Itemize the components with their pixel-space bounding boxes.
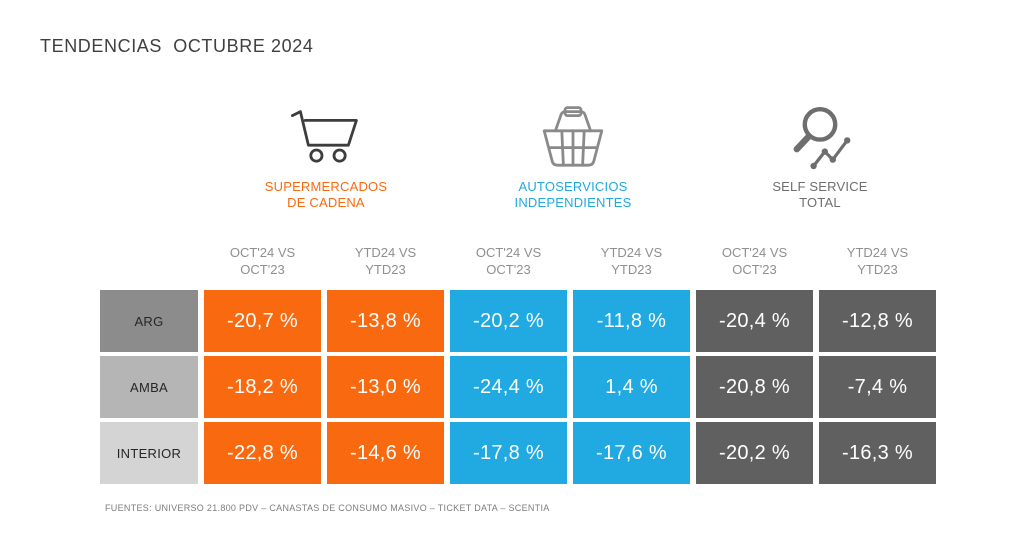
row-label-interior: INTERIOR xyxy=(100,422,198,484)
cell-interior-self-ytd: -16,3 % xyxy=(819,422,936,484)
cell-amba-super-oct: -18,2 % xyxy=(204,356,321,418)
row-label-arg: ARG xyxy=(100,290,198,352)
category-label-autoservicios: AUTOSERVICIOS INDEPENDIENTES xyxy=(514,179,632,210)
page-title: TENDENCIAS OCTUBRE 2024 xyxy=(40,36,314,56)
sources-footnote: FUENTES: UNIVERSO 21.800 PDV – CANASTAS … xyxy=(105,503,550,513)
data-table: OCT'24 VS OCT'23 YTD24 VS YTD23 OCT'24 VS O… xyxy=(100,230,936,484)
column-header: YTD24 VS YTD23 xyxy=(846,245,909,277)
row-label-amba: AMBA xyxy=(100,356,198,418)
cell-interior-super-ytd: -14,6 % xyxy=(327,422,444,484)
cell-arg-auto-oct: -20,2 % xyxy=(450,290,567,352)
cell-interior-super-oct: -22,8 % xyxy=(204,422,321,484)
cell-interior-self-oct: -20,2 % xyxy=(696,422,813,484)
cell-amba-auto-oct: -24,4 % xyxy=(450,356,567,418)
magnifier-trend-icon xyxy=(780,101,860,175)
cell-amba-self-ytd: -7,4 % xyxy=(819,356,936,418)
category-autoservicios: AUTOSERVICIOS INDEPENDIENTES xyxy=(448,101,698,211)
cell-arg-auto-ytd: -11,8 % xyxy=(573,290,690,352)
shopping-cart-icon xyxy=(286,101,366,175)
cell-interior-auto-oct: -17,8 % xyxy=(450,422,567,484)
cell-amba-auto-ytd: 1,4 % xyxy=(573,356,690,418)
category-label-supermercados: SUPERMERCADOS DE CADENA xyxy=(264,179,388,210)
cell-arg-super-oct: -20,7 % xyxy=(204,290,321,352)
category-label-self-service: SELF SERVICE TOTAL xyxy=(772,179,868,210)
column-header: YTD24 VS YTD23 xyxy=(354,245,417,277)
column-header: YTD24 VS YTD23 xyxy=(600,245,663,277)
header-spacer xyxy=(100,230,198,286)
column-header: OCT'24 VS OCT'23 xyxy=(229,245,296,277)
cell-arg-super-ytd: -13,8 % xyxy=(327,290,444,352)
cell-arg-self-ytd: -12,8 % xyxy=(819,290,936,352)
category-self-service: SELF SERVICE TOTAL xyxy=(695,101,945,211)
cell-amba-self-oct: -20,8 % xyxy=(696,356,813,418)
cell-amba-super-ytd: -13,0 % xyxy=(327,356,444,418)
cell-arg-self-oct: -20,4 % xyxy=(696,290,813,352)
column-header: OCT'24 VS OCT'23 xyxy=(721,245,788,277)
category-supermercados: SUPERMERCADOS DE CADENA xyxy=(201,101,451,211)
column-header: OCT'24 VS OCT'23 xyxy=(475,245,542,277)
shopping-basket-icon xyxy=(533,101,613,175)
cell-interior-auto-ytd: -17,6 % xyxy=(573,422,690,484)
